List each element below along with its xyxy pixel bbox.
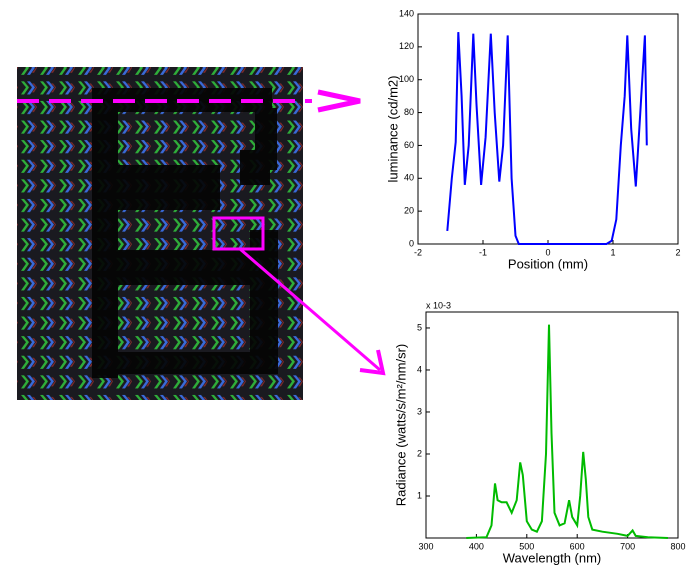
y-tick-label: 120 (399, 41, 414, 51)
annotations (17, 89, 386, 376)
x-axis-label: Wavelength (nm) (503, 550, 602, 565)
x-tick-label: 400 (469, 541, 484, 551)
x-tick-label: 700 (620, 541, 635, 551)
y-tick-label: 140 (399, 8, 414, 18)
y-tick-label: 100 (399, 74, 414, 84)
x-tick-label: 600 (570, 541, 585, 551)
data-line (446, 32, 648, 245)
y-axis-label: Radiance (watts/s/m²/nm/sr) (393, 344, 408, 507)
x-tick-label: 0 (545, 247, 550, 257)
x-tick-label: 1 (610, 247, 615, 257)
y-tick-label: 2 (417, 448, 422, 458)
x-tick-label: -1 (479, 247, 487, 257)
y-tick-label: 20 (404, 206, 414, 216)
pixel-image (17, 67, 303, 400)
y-tick-label: 5 (417, 322, 422, 332)
y-axis-label: luminance (cd/m2) (385, 76, 400, 183)
exponent-label: x 10-3 (426, 300, 451, 310)
plot-frame (417, 13, 679, 245)
y-tick-label: 80 (404, 107, 414, 117)
y-tick-label: 0 (409, 238, 414, 248)
x-tick-label: -2 (414, 247, 422, 257)
y-tick-label: 40 (404, 173, 414, 183)
x-axis-label: Position (mm) (508, 256, 588, 271)
x-tick-label: 500 (519, 541, 534, 551)
y-tick-label: 1 (417, 490, 422, 500)
y-tick-label: 3 (417, 406, 422, 416)
x-tick-label: 800 (670, 541, 685, 551)
y-tick-label: 60 (404, 140, 414, 150)
x-tick-label: 2 (675, 247, 680, 257)
y-tick-label: 4 (417, 364, 422, 374)
x-tick-label: 300 (418, 541, 433, 551)
data-line (466, 324, 668, 539)
